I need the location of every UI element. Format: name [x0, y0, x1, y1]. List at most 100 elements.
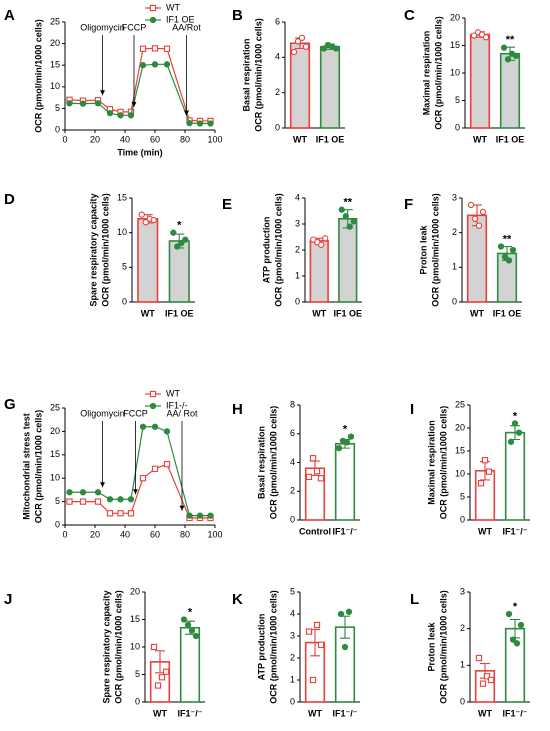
arrow-head [131, 101, 137, 107]
marker [163, 45, 171, 52]
arrow-head [100, 90, 105, 96]
marker [142, 219, 149, 226]
y-tick-label: 5 [455, 95, 460, 105]
y-tick-label: 1 [295, 270, 300, 280]
marker [139, 62, 147, 69]
x-tick-label: WT [153, 708, 167, 718]
y-tick-label: 2 [452, 227, 457, 237]
y-tick-label: 0 [290, 514, 295, 524]
y-tick-label: 2 [295, 244, 300, 254]
y-axis-label: Maximal respiration [426, 420, 436, 505]
y-tick-label: 4 [290, 608, 295, 618]
x-tick-label: 60 [150, 134, 160, 144]
y-tick-label: 8 [290, 399, 295, 409]
y-tick-label: 20 [455, 422, 465, 432]
x-tick-label: 100 [207, 134, 222, 144]
x-tick-label: WT [478, 526, 492, 536]
y-tick-label: 10 [117, 227, 127, 237]
y-axis-label: OCR (pmol/min/1000 cells) [113, 590, 123, 704]
y-axis-label: OCR (pmol/min/1000 cells) [273, 193, 283, 307]
y-axis-label: Proton leak [418, 225, 428, 275]
y-axis-label: Mitochondrial stress test [21, 413, 31, 520]
y-axis-label: OCR (pmol/min/1000 cells) [268, 406, 278, 520]
significance: ** [343, 197, 352, 209]
marker [178, 239, 185, 247]
y-tick-label: 20 [50, 38, 60, 48]
x-tick-label: WT [470, 308, 484, 318]
marker [313, 467, 321, 475]
y-tick-label: 3 [460, 586, 465, 596]
marker [127, 112, 135, 119]
marker [207, 512, 214, 519]
x-tick-label: IF1⁻/⁻ [177, 708, 202, 718]
marker [335, 444, 343, 452]
y-axis-label: Maximal respiration [421, 31, 431, 116]
y-tick-label: 6 [275, 16, 280, 26]
y-tick-label: 25 [455, 399, 465, 409]
significance: * [188, 606, 193, 618]
marker [154, 682, 162, 689]
y-axis-label: Proton leak [426, 622, 436, 672]
marker [515, 429, 523, 436]
y-tick-label: 5 [55, 496, 60, 506]
marker [513, 640, 521, 647]
marker [509, 636, 517, 643]
marker [337, 610, 345, 618]
y-tick-label: 0 [135, 696, 140, 706]
x-tick-label: 40 [120, 134, 130, 144]
y-tick-label: 20 [450, 12, 460, 22]
bar [319, 45, 341, 129]
panel-letter: L [410, 591, 419, 608]
significance: ** [503, 233, 512, 245]
bar [289, 42, 311, 129]
marker [106, 496, 114, 503]
x-tick-label: WT [141, 308, 155, 318]
marker [151, 45, 159, 52]
marker [470, 32, 478, 39]
marker [163, 428, 171, 435]
x-tick-label: WT [308, 708, 322, 718]
x-tick-label: 20 [90, 134, 100, 144]
marker [479, 680, 487, 687]
x-tick-label: WT [293, 134, 307, 144]
marker [342, 213, 349, 220]
marker [290, 48, 298, 56]
y-tick-label: 0 [275, 122, 280, 132]
y-tick-label: 2 [290, 652, 295, 662]
x-tick-label: WT [478, 708, 492, 718]
marker [106, 510, 114, 517]
marker [117, 496, 124, 503]
marker [139, 475, 147, 482]
marker [479, 208, 487, 216]
y-tick-label: 15 [117, 192, 127, 202]
x-tick-label: 100 [207, 529, 222, 539]
legend-label: WT [166, 388, 180, 398]
marker [151, 61, 159, 68]
marker [485, 468, 493, 475]
y-tick-label: 3 [295, 218, 300, 228]
y-axis-label: Spare respiratory capacity [101, 590, 111, 703]
x-axis-label: Time (min) [117, 147, 162, 157]
marker [79, 489, 87, 496]
marker [149, 16, 157, 24]
y-axis-label: ATP production [256, 614, 266, 681]
x-tick-label: IF1 OE [165, 308, 194, 318]
panel-letter: K [232, 591, 243, 608]
bar [499, 52, 521, 129]
bar [338, 218, 358, 303]
arrow-head [184, 110, 189, 116]
bar [504, 431, 526, 521]
annotation: AA/Rot [172, 22, 201, 32]
marker [509, 246, 517, 254]
marker [305, 473, 313, 481]
marker [149, 390, 157, 398]
marker [471, 215, 479, 222]
y-tick-label: 10 [450, 67, 460, 77]
marker [483, 673, 491, 680]
marker [196, 512, 204, 519]
marker [182, 236, 189, 243]
y-tick-label: 20 [50, 426, 60, 436]
x-tick-label: 0 [62, 529, 67, 539]
marker [151, 423, 159, 430]
x-tick-label: IF1 OE [316, 134, 345, 144]
